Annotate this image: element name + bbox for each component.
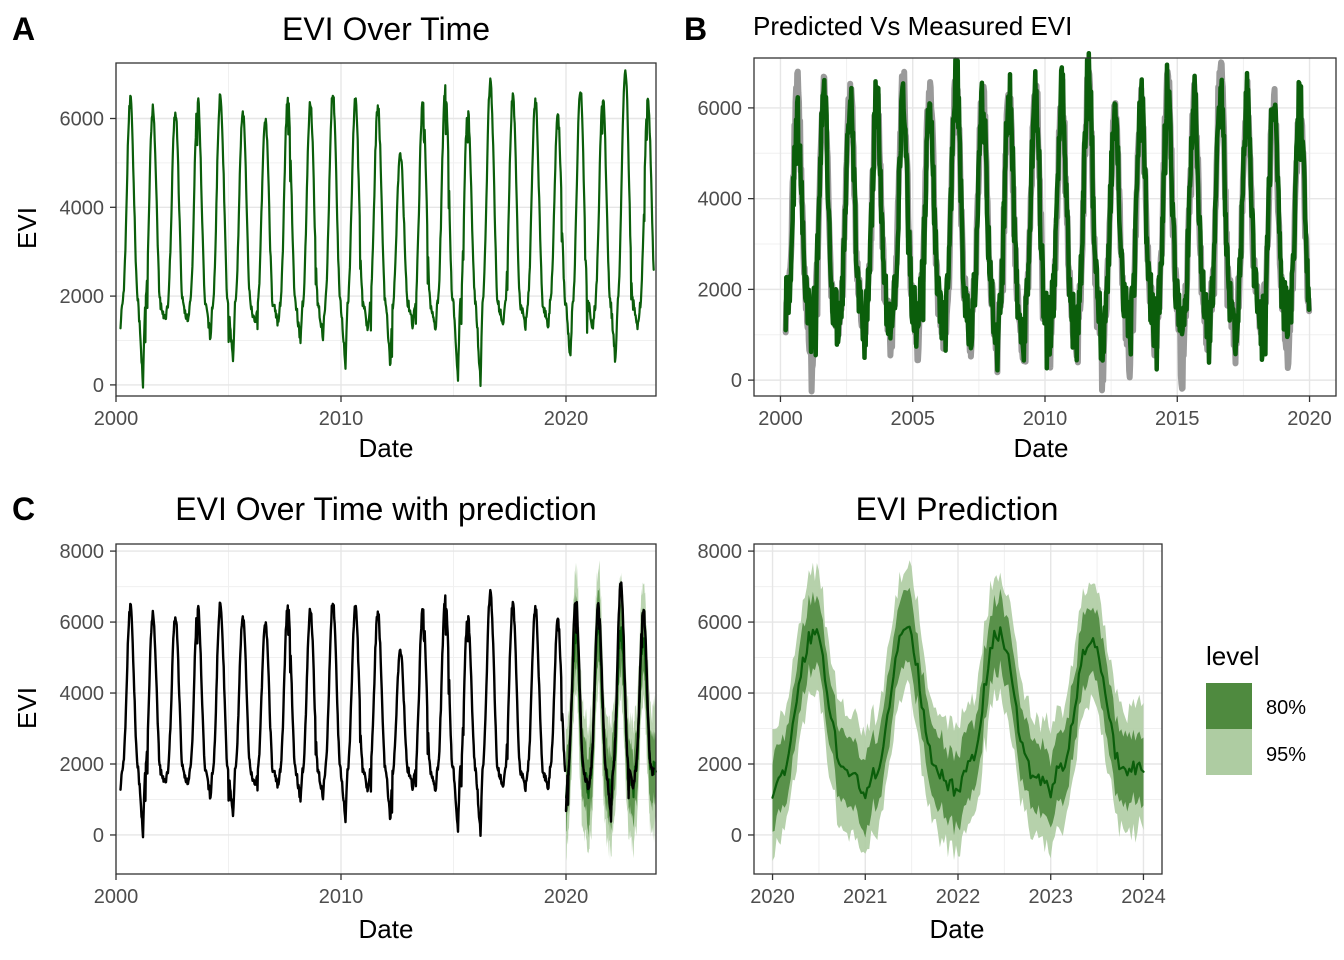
chart-d-title: EVI Prediction [856,491,1059,527]
chart-a-ytick-label: 2000 [60,286,105,308]
chart-c-band-80 [566,587,656,838]
chart-c-xtick-label: 2020 [544,886,589,908]
chart-a-xtick-label: 2020 [544,408,589,430]
chart-b-ytick-label: 6000 [698,98,743,120]
chart-b-ytick-label: 0 [731,370,742,392]
chart-a-ylabel: EVI [12,207,42,249]
chart-d-xtick-label: 2023 [1028,886,1073,908]
chart-d-xtick-label: 2022 [936,886,981,908]
chart-b-ytick-label: 4000 [698,189,743,211]
chart-c-border [115,543,657,875]
chart-d-plot: 2020 2021 2022 2023 2024 0 2000 4000 6000 8000 [698,541,1166,908]
chart-c-ytick-label: 0 [93,825,104,847]
chart-a-xlabel: Date [359,433,414,463]
chart-b-title: Predicted Vs Measured EVI [753,11,1072,41]
chart-c-plot: 2000 2010 2020 0 2000 4000 6000 8000 [60,541,657,908]
chart-c-xlabel: Date [359,914,414,944]
chart-c-series-history [119,588,567,839]
chart-c-xtick-label: 2010 [319,886,364,908]
legend: level 80% 95% [1206,641,1306,775]
chart-d-ytick-label: 0 [731,825,742,847]
chart-b-series-predicted [783,51,1312,373]
chart-a-plot: 2000 2010 2020 0 2000 4000 6000 [60,62,657,430]
chart-b-xlabel: Date [1014,433,1069,463]
chart-d-xlabel: Date [930,914,985,944]
legend-title: level [1206,641,1259,671]
panel-label-c: C [12,491,35,527]
chart-a-title: EVI Over Time [282,11,490,47]
chart-b-xtick-label: 2015 [1155,408,1200,430]
chart-d-band-80 [772,587,1144,838]
chart-b-ytick-label: 2000 [698,279,743,301]
chart-a-xtick-label: 2000 [94,408,139,430]
chart-c-ylabel: EVI [12,687,42,729]
chart-d-ytick-label: 4000 [698,683,743,705]
chart-d-ytick-label: 8000 [698,541,743,563]
chart-d-xtick-label: 2021 [843,886,888,908]
chart-d-ytick-label: 2000 [698,754,743,776]
chart-c-ytick-label: 4000 [60,683,105,705]
chart-b-plot: 2000 2005 2010 2015 2020 0 2000 4000 6000 [698,51,1337,430]
chart-d-ytick-label: 6000 [698,612,743,634]
legend-label-80: 80% [1266,697,1306,719]
chart-c-ytick-label: 2000 [60,754,105,776]
chart-c-xtick-label: 2000 [94,886,139,908]
legend-label-95: 95% [1266,744,1306,766]
chart-a-ytick-label: 6000 [60,109,105,131]
legend-swatch-80 [1206,683,1252,729]
chart-a-ytick-label: 0 [93,375,104,397]
chart-c-title: EVI Over Time with prediction [175,491,596,527]
legend-swatch-95 [1206,729,1252,775]
chart-d-xtick-label: 2024 [1121,886,1166,908]
chart-b-xtick-label: 2005 [890,408,935,430]
chart-c-ytick-label: 6000 [60,612,105,634]
chart-a-xtick-label: 2010 [319,408,364,430]
chart-b-xtick-label: 2020 [1287,408,1332,430]
chart-b-xtick-label: 2000 [758,408,803,430]
panel-label-b: B [684,11,707,47]
chart-c-ytick-label: 8000 [60,541,105,563]
chart-c-series-recent [564,581,655,823]
chart-d-xtick-label: 2020 [750,886,795,908]
chart-a-ytick-label: 4000 [60,197,105,219]
panel-label-a: A [12,11,35,47]
chart-a-series-evi [119,69,655,389]
chart-d-series-mean [771,625,1145,800]
chart-a-border [115,62,657,397]
chart-b-xtick-label: 2010 [1023,408,1068,430]
